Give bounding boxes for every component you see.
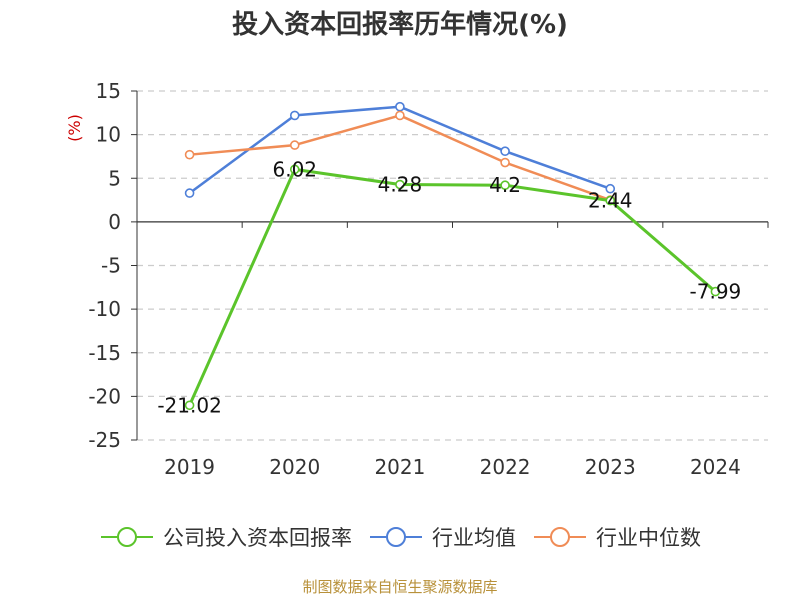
y-tick-label: 15 [96, 79, 121, 103]
data-point [184, 188, 195, 198]
legend-item-industry-mean[interactable]: 行业均值 [368, 522, 516, 552]
y-tick-label: 0 [108, 210, 121, 234]
y-tick-label: -20 [88, 384, 121, 408]
x-tick-label: 2019 [164, 455, 215, 479]
y-tick-label: -15 [88, 341, 121, 365]
series-line [188, 167, 717, 406]
data-point [395, 110, 405, 121]
x-tick-label: 2023 [585, 455, 636, 479]
data-point [184, 149, 195, 160]
data-label: -7.99 [690, 280, 742, 304]
y-tick-label: -25 [88, 428, 121, 452]
data-point [289, 140, 300, 150]
data-point [184, 400, 195, 411]
axes: 15 10 5 0 -5 -10 -15 -20 -25 2019 2020 2021 2022 2023… [88, 79, 769, 479]
y-tick-label: -5 [101, 254, 121, 278]
data-labels: -21.02 6.02 4.28 4.2 2.44 -7.99 [157, 157, 741, 417]
data-point [605, 195, 616, 206]
data-point [289, 110, 300, 121]
legend-marker-green-icon [101, 527, 153, 547]
y-tick-label: 10 [96, 123, 121, 147]
legend-item-company[interactable]: 公司投入资本回报率 [99, 522, 352, 552]
data-point [395, 101, 405, 112]
legend: 公司投入资本回报率 行业均值 行业中位数 [0, 517, 800, 557]
y-tick-label: -10 [88, 297, 121, 321]
grid-lines [137, 90, 768, 441]
legend-label: 行业均值 [432, 526, 516, 550]
data-label: 2.44 [588, 189, 633, 213]
data-point [500, 157, 510, 168]
y-axis-label: (%) [65, 114, 84, 142]
legend-marker-blue-icon [370, 527, 422, 547]
data-label: -21.02 [157, 393, 221, 417]
data-point [289, 164, 300, 175]
x-tick-label: 2024 [690, 455, 741, 479]
data-source-note: 制图数据来自恒生聚源数据库 [302, 578, 498, 596]
data-point [395, 179, 405, 190]
data-label: 6.02 [272, 157, 317, 181]
legend-label: 行业中位数 [596, 526, 701, 550]
data-point [605, 183, 616, 194]
x-tick-label: 2022 [480, 455, 531, 479]
legend-item-industry-median[interactable]: 行业中位数 [532, 522, 701, 552]
series-lines [184, 101, 721, 411]
data-label: 4.2 [489, 173, 521, 197]
chart-title: 投入资本回报率历年情况(%) [232, 10, 568, 40]
data-point [710, 286, 721, 297]
data-point [500, 146, 510, 157]
y-tick-label: 5 [108, 166, 121, 190]
data-label: 4.28 [378, 173, 423, 197]
legend-marker-orange-icon [534, 527, 586, 547]
data-point [500, 180, 510, 191]
x-tick-label: 2020 [269, 455, 320, 479]
legend-label: 公司投入资本回报率 [163, 526, 352, 550]
x-tick-label: 2021 [374, 455, 425, 479]
